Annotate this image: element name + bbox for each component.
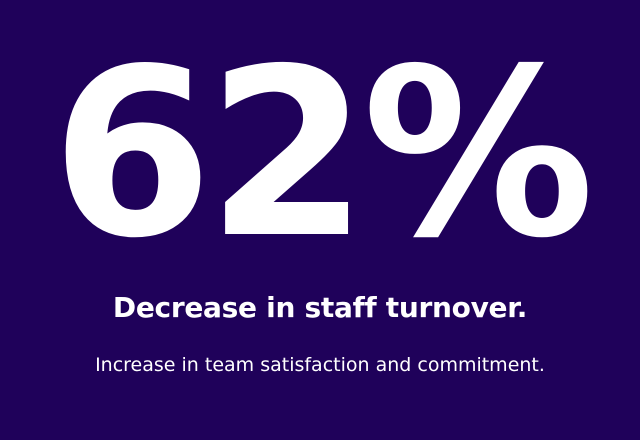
stat-value: 62% xyxy=(51,19,594,289)
stat-subline: Increase in team satisfaction and commit… xyxy=(95,354,545,376)
stat-headline: Decrease in staff turnover. xyxy=(112,291,528,324)
